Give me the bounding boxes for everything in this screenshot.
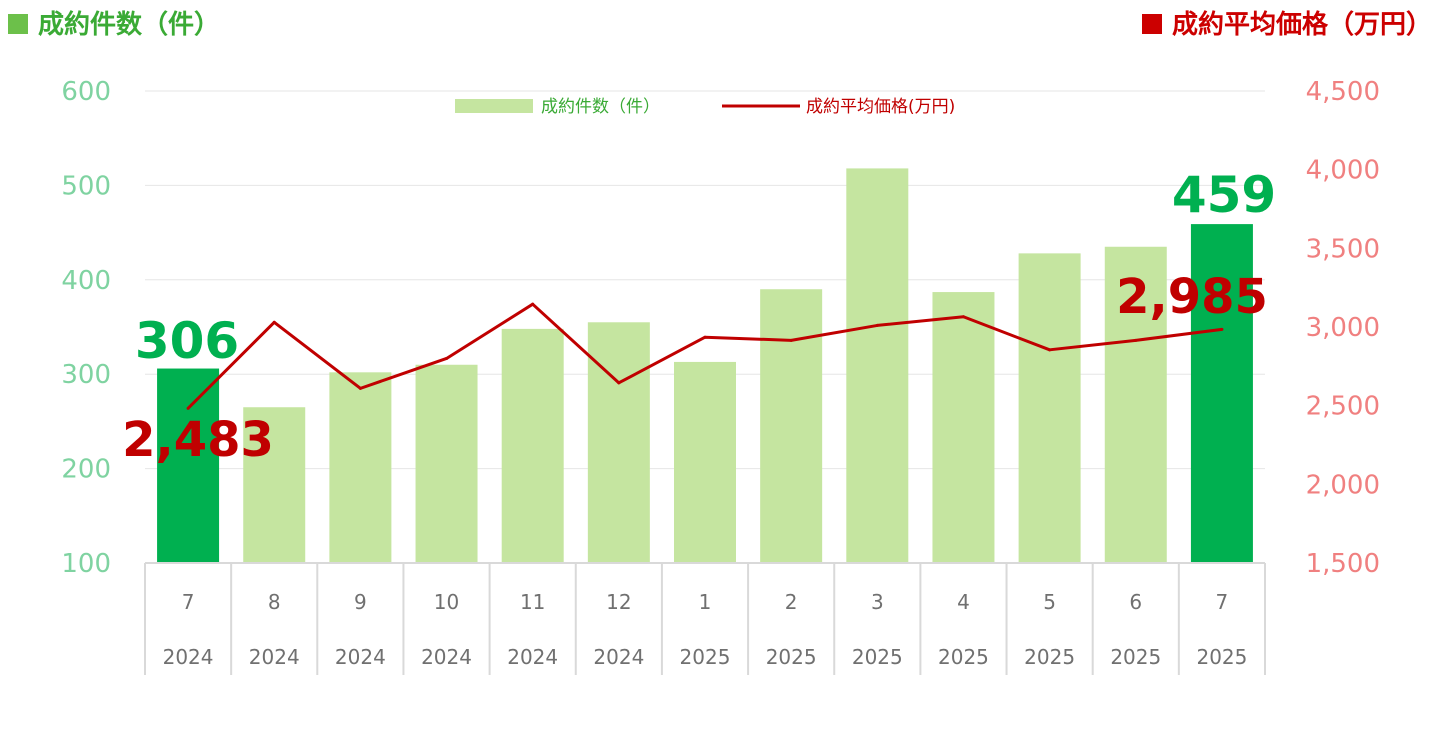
- month-tick-label: 9: [354, 590, 367, 614]
- line-point: [1220, 327, 1224, 331]
- line-point: [789, 338, 793, 342]
- year-tick-label: 2024: [249, 645, 300, 669]
- left-axis-title-text: 成約件数（件）: [38, 10, 221, 40]
- right-tick-label: 2,000: [1306, 470, 1380, 500]
- bar-series: [157, 168, 1253, 564]
- bar: [846, 168, 909, 563]
- month-tick-label: 6: [1129, 590, 1142, 614]
- line-point: [531, 302, 535, 306]
- line-point: [445, 356, 449, 360]
- right-axis-title: 成約平均価格（万円）: [1141, 4, 1432, 41]
- annotation-first-price: 2,483: [122, 412, 274, 468]
- legend-price-label: 成約平均価格(万円): [806, 97, 955, 117]
- annotations: 306 459 2,483 2,985: [122, 166, 1276, 468]
- year-tick-label: 2025: [1196, 645, 1247, 669]
- month-tick-label: 7: [1216, 590, 1229, 614]
- bar: [674, 361, 736, 563]
- bar: [1018, 253, 1081, 564]
- line-point: [875, 323, 879, 327]
- line-point: [186, 406, 190, 410]
- right-tick-label: 4,500: [1306, 77, 1380, 107]
- year-tick-label: 2024: [335, 645, 386, 669]
- right-tick-label: 3,500: [1306, 234, 1380, 264]
- year-tick-label: 2024: [593, 645, 644, 669]
- legend-bar-swatch: [455, 99, 533, 113]
- line-point: [961, 315, 965, 319]
- line-point: [617, 381, 621, 385]
- right-tick-label: 2,500: [1306, 392, 1380, 422]
- right-axis-title-text: 成約平均価格（万円）: [1171, 10, 1432, 40]
- left-tick-label: 400: [61, 266, 111, 296]
- right-tick-label: 4,000: [1306, 156, 1380, 186]
- bar: [1190, 224, 1253, 563]
- month-tick-label: 4: [957, 590, 970, 614]
- year-tick-label: 2025: [1110, 645, 1161, 669]
- month-tick-label: 12: [606, 590, 631, 614]
- left-tick-label: 500: [61, 171, 111, 201]
- bar: [415, 364, 478, 563]
- bar: [501, 328, 564, 563]
- right-axis-ticks: 1,500 2,000 2,500 3,000 3,500 4,000 4,500: [1306, 77, 1380, 579]
- category-axis: 7 2024 8 2024 9 2024 10 2024 11 2024 12 2024 1 2025 2 2…: [144, 562, 1266, 675]
- month-tick-label: 8: [268, 590, 281, 614]
- bar: [329, 372, 392, 563]
- legend: 成約件数（件） 成約平均価格(万円): [455, 97, 955, 117]
- month-tick-label: 1: [699, 590, 712, 614]
- bar: [157, 368, 220, 563]
- month-tick-label: 11: [520, 590, 545, 614]
- year-tick-label: 2024: [507, 645, 558, 669]
- month-tick-label: 3: [871, 590, 884, 614]
- left-axis-ticks: 100 200 300 400 500 600: [61, 77, 111, 579]
- left-axis-title: 成約件数（件）: [8, 4, 220, 41]
- month-tick-label: 2: [785, 590, 798, 614]
- line-series: [186, 302, 1224, 410]
- left-tick-label: 200: [61, 455, 111, 485]
- right-tick-label: 3,000: [1306, 313, 1380, 343]
- left-tick-label: 300: [61, 360, 111, 390]
- bar: [587, 322, 650, 563]
- annotation-first-count: 306: [135, 312, 239, 370]
- year-tick-label: 2025: [852, 645, 903, 669]
- bar: [760, 289, 823, 563]
- bar: [932, 292, 995, 563]
- annotation-last-count: 459: [1172, 166, 1276, 224]
- red-square-icon: [1141, 14, 1162, 34]
- legend-count-label: 成約件数（件）: [541, 97, 660, 117]
- line-point: [358, 386, 362, 390]
- month-tick-label: 7: [182, 590, 195, 614]
- bar: [1104, 246, 1167, 563]
- year-tick-label: 2024: [163, 645, 214, 669]
- line-point: [1134, 338, 1138, 342]
- left-tick-label: 100: [61, 549, 111, 579]
- right-tick-label: 1,500: [1306, 549, 1380, 579]
- line-point: [272, 320, 276, 324]
- bar: [243, 407, 306, 563]
- year-tick-label: 2025: [766, 645, 817, 669]
- line-point: [703, 335, 707, 339]
- month-tick-label: 5: [1043, 590, 1056, 614]
- month-tick-label: 10: [434, 590, 459, 614]
- year-tick-label: 2025: [938, 645, 989, 669]
- annotation-last-price: 2,985: [1116, 269, 1268, 325]
- line-point: [1048, 348, 1052, 352]
- year-tick-label: 2024: [421, 645, 472, 669]
- left-tick-label: 600: [61, 77, 111, 107]
- year-tick-label: 2025: [1024, 645, 1075, 669]
- green-square-icon: [8, 14, 28, 34]
- year-tick-label: 2025: [680, 645, 731, 669]
